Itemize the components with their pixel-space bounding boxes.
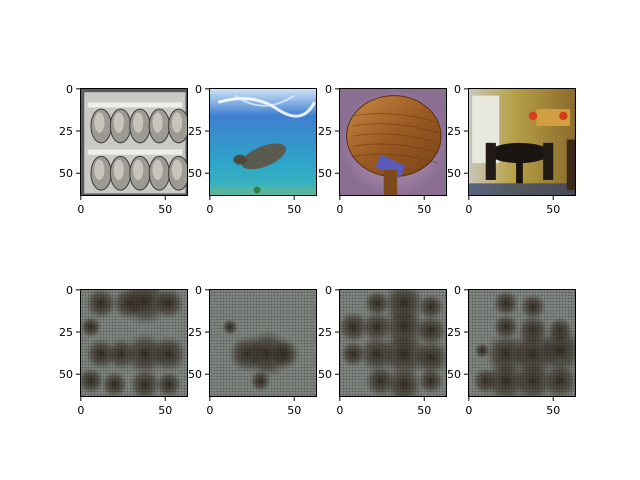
subplot: 0 50 0 25 50: [447, 284, 584, 417]
y-tick-label: 50: [188, 167, 202, 180]
y-tick-label: 25: [447, 125, 461, 138]
subplot-image: [81, 89, 189, 197]
y-tick-label: 50: [447, 368, 461, 381]
x-tick-label: 50: [546, 203, 560, 216]
y-tick-label: 25: [59, 326, 73, 339]
y-tick-label: 0: [66, 284, 73, 297]
rug: [469, 183, 577, 197]
dot-texture: [81, 290, 189, 398]
table-leg: [516, 156, 523, 183]
x-tick-label: 0: [77, 203, 84, 216]
subplot: 0 50 0 25 50: [59, 277, 189, 417]
manatee-tail: [233, 155, 247, 165]
x-tick-label: 0: [77, 404, 84, 417]
seaweed: [254, 187, 261, 194]
lamp: [559, 112, 567, 120]
lamp: [529, 112, 537, 120]
dot-texture: [340, 290, 448, 398]
y-tick-label: 0: [195, 83, 202, 96]
y-tick-label: 0: [454, 83, 461, 96]
x-tick-label: 0: [206, 203, 213, 216]
dot-texture: [469, 290, 577, 398]
dot-texture: [210, 290, 318, 398]
subplot-image: [77, 277, 188, 400]
x-tick-label: 50: [158, 404, 172, 417]
rack-rail: [88, 102, 183, 107]
y-tick-label: 25: [318, 326, 332, 339]
y-tick-label: 25: [59, 125, 73, 138]
y-tick-label: 50: [447, 167, 461, 180]
barrel-highlight: [133, 160, 143, 180]
y-tick-label: 0: [195, 284, 202, 297]
barrel-highlight: [94, 112, 104, 132]
barrel-highlight: [94, 160, 104, 180]
x-tick-label: 0: [336, 404, 343, 417]
x-tick-label: 50: [417, 404, 431, 417]
barrel-highlight: [133, 112, 143, 132]
x-tick-label: 0: [336, 203, 343, 216]
barrel-highlight: [153, 160, 163, 180]
y-tick-label: 25: [188, 125, 202, 138]
y-tick-label: 25: [188, 326, 202, 339]
subplot: 0 50 0 25 50: [318, 282, 450, 417]
subplot: 0 50 0 25 50: [318, 83, 448, 216]
rack-rail: [88, 150, 183, 155]
subplot-image: [340, 89, 448, 197]
y-tick-label: 25: [318, 125, 332, 138]
barrel-highlight: [172, 160, 182, 180]
subplot: 0 50 0 25 50: [188, 284, 318, 417]
subplot-image: [210, 290, 318, 398]
x-tick-label: 50: [287, 203, 301, 216]
subplot: 0 50 0 25 50: [447, 83, 577, 216]
barrel-highlight: [153, 112, 163, 132]
y-tick-label: 0: [325, 83, 332, 96]
x-tick-label: 50: [417, 203, 431, 216]
y-tick-label: 25: [447, 326, 461, 339]
chair: [486, 143, 496, 180]
barrel-highlight: [114, 112, 124, 132]
barrel-highlight: [172, 112, 182, 132]
handle: [384, 170, 398, 197]
y-tick-label: 0: [325, 284, 332, 297]
barrel-highlight: [114, 160, 124, 180]
x-tick-label: 0: [206, 404, 213, 417]
y-tick-label: 0: [454, 284, 461, 297]
y-tick-label: 0: [66, 83, 73, 96]
subplot-image: [469, 290, 584, 403]
y-tick-label: 50: [188, 368, 202, 381]
subplot: 0 50 0 25 50: [59, 83, 189, 216]
x-tick-label: 50: [546, 404, 560, 417]
x-tick-label: 50: [158, 203, 172, 216]
x-tick-label: 0: [465, 404, 472, 417]
y-tick-label: 50: [318, 368, 332, 381]
subplot-image: [210, 89, 318, 197]
y-tick-label: 50: [59, 368, 73, 381]
x-tick-label: 50: [287, 404, 301, 417]
subplot: 0 50 0 25 50: [188, 83, 318, 216]
chair: [543, 143, 553, 180]
y-tick-label: 50: [59, 167, 73, 180]
subplot-image: [469, 89, 577, 197]
subplot-image: [337, 282, 450, 404]
x-tick-label: 0: [465, 203, 472, 216]
y-tick-label: 50: [318, 167, 332, 180]
